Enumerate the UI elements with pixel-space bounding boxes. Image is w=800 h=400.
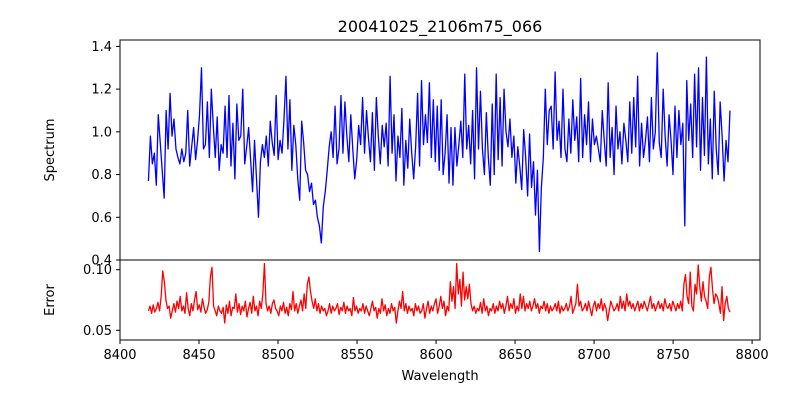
y-tick-label: 1.2: [91, 83, 112, 98]
x-tick-label: 8500: [261, 348, 294, 363]
y-tick-label: 0.10: [83, 263, 112, 278]
y-tick-label: 0.6: [91, 211, 112, 226]
spectrum-y-axis-title: Spectrum: [43, 119, 58, 182]
error-plot-frame: [119, 259, 761, 341]
y-tick-label: 0.8: [91, 168, 112, 183]
x-tick-label: 8800: [736, 348, 769, 363]
y-tick-label: 0.05: [83, 324, 112, 339]
error-series-line: [147, 262, 731, 324]
y-tick-label: 1.4: [91, 40, 112, 55]
error-y-axis: 0.05 0.10: [83, 263, 120, 339]
x-tick-label: 8600: [420, 348, 453, 363]
chart-title: 20041025_2106m75_066: [338, 17, 543, 37]
error-panel: 0.05 0.10 Error: [43, 259, 761, 341]
x-tick-label: 8550: [340, 348, 373, 363]
x-axis-title: Wavelength: [401, 369, 478, 384]
y-tick-label: 1.0: [91, 125, 112, 140]
x-tick-label: 8450: [182, 348, 215, 363]
error-y-axis-title: Error: [43, 284, 58, 316]
spectrum-panel: 0.4 0.6 0.8 1.0 1.2 1.4 Spectrum: [43, 39, 761, 269]
x-tick-label: 8650: [499, 348, 532, 363]
x-axis: 8400 8450 8500 8550 8600 8650 8700 8750 8800: [103, 340, 769, 363]
x-tick-label: 8400: [103, 348, 136, 363]
spectrum-y-axis: 0.4 0.6 0.8 1.0 1.2 1.4: [91, 40, 120, 269]
x-tick-label: 8750: [657, 348, 690, 363]
spectrum-series-line: [147, 52, 731, 253]
x-tick-label: 8700: [578, 348, 611, 363]
y-tick-label: 0.4: [91, 254, 112, 269]
